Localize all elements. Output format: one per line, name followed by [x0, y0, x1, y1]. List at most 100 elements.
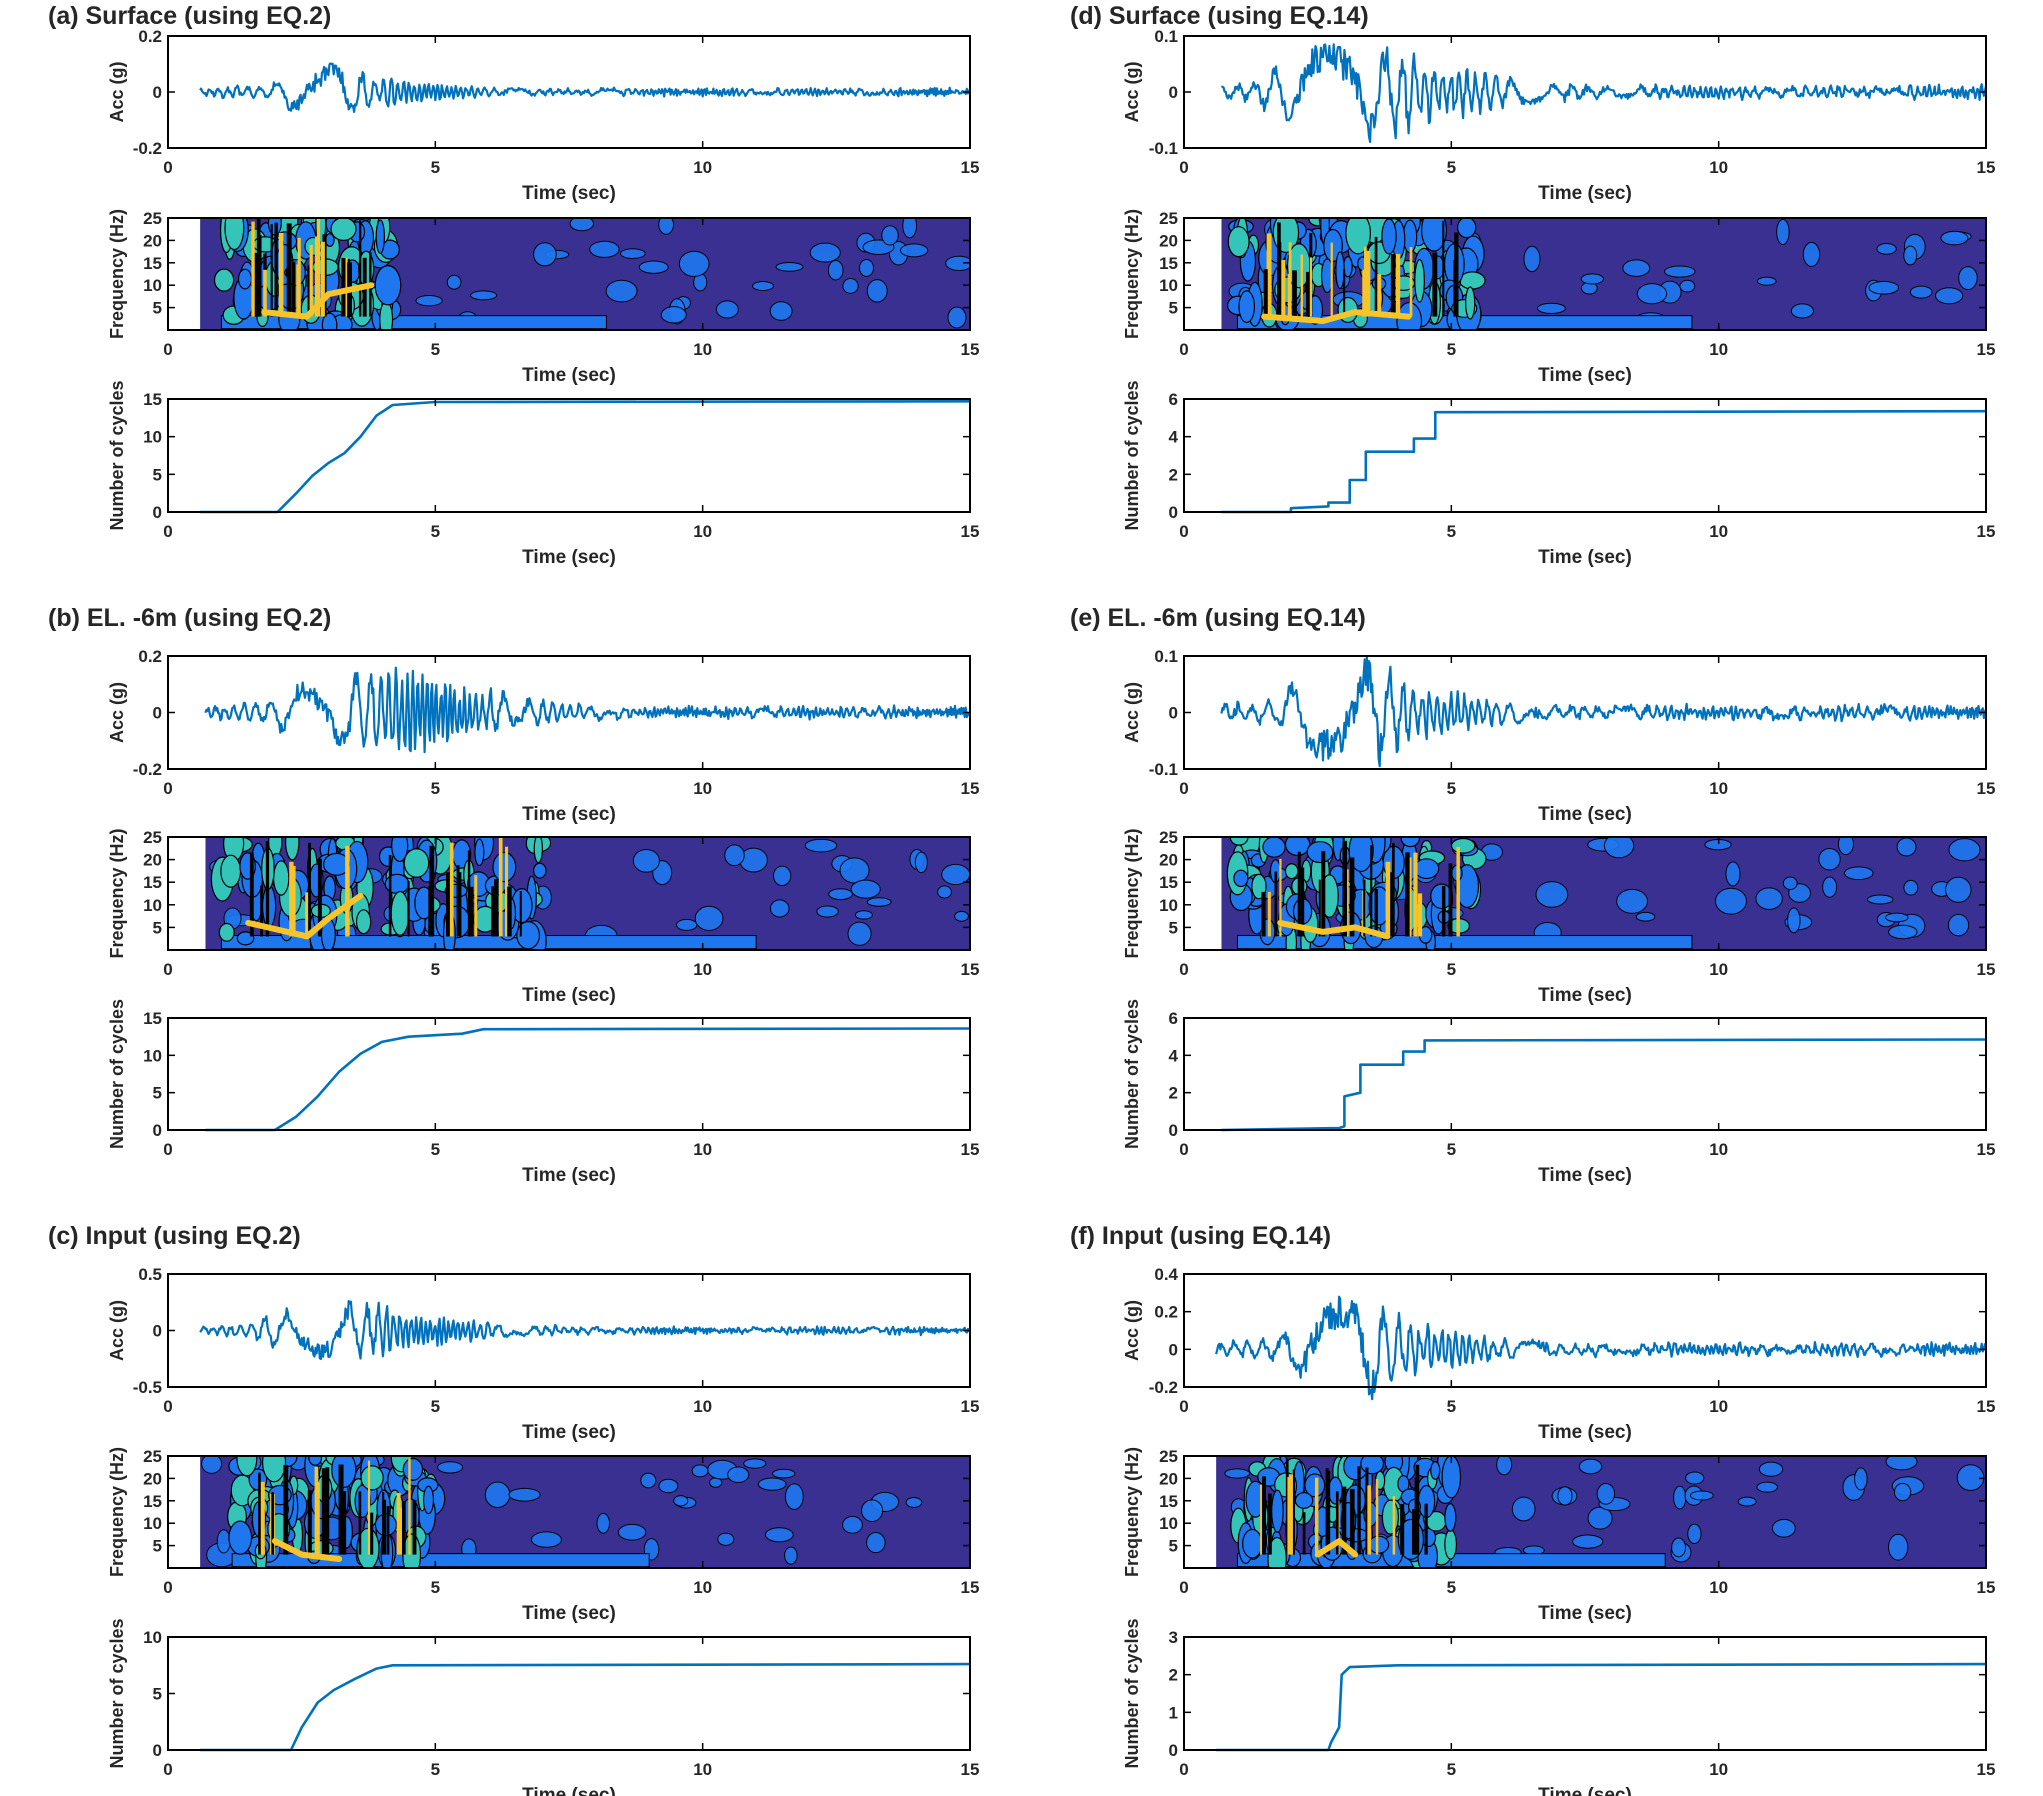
y-tick-label: 0.1 [1154, 647, 1178, 666]
acc-series-line [1220, 656, 1987, 768]
contour-blob-far [717, 1532, 735, 1546]
y-tick-label: 5 [1169, 1537, 1178, 1556]
contour-streak [1328, 1470, 1331, 1555]
contour-streak [320, 241, 325, 317]
contour-streak [1454, 232, 1459, 317]
contour-blob-far [715, 300, 739, 319]
cycles-series-line [1216, 1662, 1987, 1752]
x-axis-label: Time (sec) [1538, 1603, 1632, 1624]
x-tick-label: 0 [163, 1397, 172, 1416]
contour-ridge [1277, 919, 1391, 940]
contour-streak [386, 1506, 390, 1555]
x-tick-label: 15 [961, 1760, 980, 1779]
contour-blob-far [694, 905, 724, 931]
y-tick-label: 0 [153, 704, 162, 723]
contour-blob [308, 1456, 323, 1466]
contour-streak [260, 1481, 265, 1555]
contour-blob-far [945, 255, 970, 272]
contour-streak [1456, 846, 1460, 937]
x-tick-label: 0 [1179, 960, 1188, 979]
y-tick-label: 10 [1159, 896, 1178, 915]
contour-blob-far [1535, 881, 1569, 908]
y-tick-label: -0.2 [133, 139, 162, 158]
contour-streak [457, 872, 462, 937]
contour-blob [236, 1456, 258, 1477]
x-axis-label: Time (sec) [522, 985, 616, 1006]
contour-blob-far [866, 897, 892, 907]
contour-blob-far [1893, 1482, 1912, 1502]
contour-streak [1400, 1503, 1405, 1555]
contour-streak [1318, 879, 1321, 937]
contour-low-band [220, 935, 757, 950]
frequency-map: 0 5 10 15 Time (sec) 5 10 15 20 25 Frequency (Hz) [107, 209, 979, 386]
contour-blob-far [530, 1531, 562, 1548]
contour-blob [403, 848, 430, 878]
contour-streak [467, 850, 471, 937]
contour-blob-far [675, 918, 698, 931]
contour-blob-far [827, 259, 844, 281]
map-axes-box [1183, 836, 1987, 951]
x-axis-label: Time (sec) [1538, 183, 1632, 204]
contour-streak [314, 236, 319, 317]
contour-blob-far [1737, 1496, 1757, 1507]
y-tick-label: 0.2 [138, 647, 162, 666]
contour-streak [265, 841, 270, 937]
contour-streak [1417, 893, 1423, 937]
x-tick-label: 15 [1977, 1760, 1996, 1779]
y-tick-label: 15 [1159, 254, 1178, 273]
contour-blob [321, 312, 338, 330]
contour-blob-far [809, 242, 841, 263]
contour-blob [224, 218, 245, 251]
x-axis-label: Time (sec) [522, 365, 616, 386]
contour-streak [1363, 879, 1366, 937]
contour-streak [274, 222, 278, 317]
contour-streak [1385, 861, 1391, 937]
y-tick-label: 25 [143, 209, 162, 228]
contour-blob-far [569, 218, 595, 232]
y-tick-label: 0 [153, 1741, 162, 1760]
contour-streak [1292, 270, 1297, 317]
contour-blob [1284, 863, 1299, 880]
y-tick-label: 10 [1159, 1514, 1178, 1533]
contour-blob-far [902, 218, 918, 239]
contour-blob-far [658, 218, 674, 235]
contour-streak [314, 1466, 319, 1555]
y-tick-label: 2 [1169, 465, 1178, 484]
contour-layer [1226, 218, 1978, 330]
y-tick-label: 10 [143, 1046, 162, 1065]
y-tick-label: 5 [1169, 299, 1178, 318]
contour-blob [1242, 1528, 1263, 1559]
x-axis-label: Time (sec) [522, 1603, 616, 1624]
contour-blob-far [1947, 913, 1970, 937]
x-axis-label: Time (sec) [1538, 547, 1632, 568]
x-tick-label: 0 [1179, 779, 1188, 798]
y-axis-label: Number of cycles [107, 999, 127, 1149]
contour-blob-far [1885, 1456, 1918, 1471]
contour-streak [1330, 242, 1333, 317]
contour-blob-far [954, 910, 969, 922]
y-tick-label: 0 [1169, 1121, 1178, 1140]
contour-blob-far [596, 1512, 611, 1534]
x-axis-label: Time (sec) [522, 1422, 616, 1443]
y-tick-label: 15 [143, 390, 162, 409]
y-tick-label: -0.1 [1149, 760, 1178, 779]
y-tick-label: 20 [1159, 851, 1178, 870]
contour-streak [289, 861, 294, 937]
y-tick-label: 6 [1169, 390, 1178, 409]
x-tick-label: 15 [1977, 1140, 1996, 1159]
x-tick-label: 10 [693, 158, 712, 177]
contour-blob [1327, 1476, 1343, 1505]
contour-streak [1432, 252, 1438, 317]
contour-blob-far [784, 1546, 798, 1565]
x-tick-label: 10 [1709, 1140, 1728, 1159]
contour-layer [1224, 1456, 1985, 1568]
contour-blob [1413, 858, 1440, 880]
contour-blob-far [1671, 1537, 1687, 1558]
contour-streak [317, 858, 322, 937]
y-tick-label: 4 [1169, 428, 1179, 447]
contour-streak [1288, 242, 1292, 317]
contour-blob [330, 218, 357, 241]
map-blank-lead [168, 837, 206, 950]
